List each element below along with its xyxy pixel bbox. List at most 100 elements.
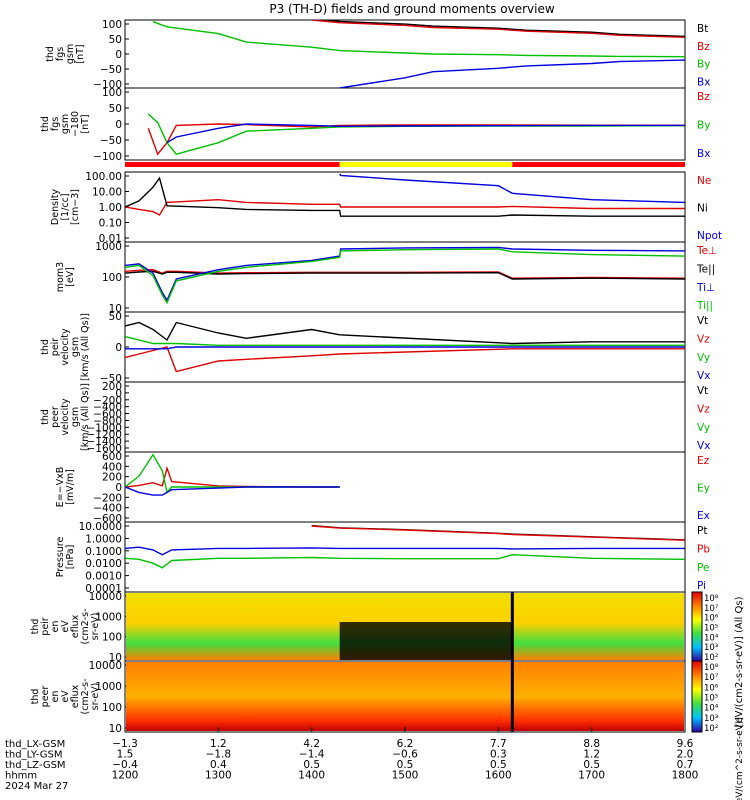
y-tick-label: 400 [102,461,122,473]
colorbar-tick: 10⁵ [704,694,718,704]
legend-ni: Ni [697,203,708,215]
colorbar-tick: 10⁵ [704,624,718,634]
mode-segment [512,162,685,167]
legend-ez: Ez [697,455,710,467]
panel-6: 2000−200−400−600−800−1000−1200−1400−1600… [40,381,710,455]
y-label-line: peir [40,617,51,636]
x-time-label: 1600 [485,770,512,782]
y-tick-label: −200 [93,492,122,504]
legend-pe: Pe [697,562,709,574]
legend-vt: Vt [697,385,708,397]
x-lx-value: 4.2 [303,738,320,750]
y-label-line: mom3 [55,262,66,292]
y-label-line: gsm [60,114,71,134]
x-ly-value: −0.6 [392,749,418,761]
y-axis-label: thd peer en eV eflux (cm2-s-sr-eV) [30,678,101,714]
series-ti [125,246,685,302]
y-tick-label: −1200 [86,429,122,441]
legend-vz: Vz [697,333,710,345]
x-ly-value: −1.4 [299,749,325,761]
colorbar-tick: 10⁴ [704,633,719,643]
y-label-line: [km/s (All Qs)] [80,383,91,451]
legend-ey: Ey [697,483,710,495]
y-label-line: [mV/m] [65,469,76,505]
x-lz-value: −0.4 [112,759,138,771]
legend-vy: Vy [697,352,710,364]
y-tick-label: 100 [102,87,122,99]
y-tick-label: 0.10 [99,218,122,230]
panel-4-data [125,246,685,305]
series-vz [125,346,685,373]
x-lz-value: 0.5 [490,759,507,771]
legend-pb: Pb [697,543,710,555]
y-label-line: Density [50,189,61,225]
mode-segment [339,162,513,167]
legend-by: By [697,59,710,71]
y-tick-label: 0 [115,342,122,354]
series-bx [339,59,685,88]
y-label-line: eflux [70,684,81,708]
y-tick-label: 100.00 [85,171,122,183]
y-label-line: [nT] [80,114,91,133]
x-lx-value: 6.2 [397,738,414,750]
y-label-line: peer [40,686,51,708]
y-axis-label: E=−VxB [mV/m] [55,467,76,508]
y-tick-label: 1000 [95,611,122,623]
panel-3-data [125,173,685,217]
series-ez [125,465,340,488]
legend-vx: Vx [697,370,710,382]
y-tick-label: 200 [102,381,122,393]
colorbar-layer: 10⁸10⁷10⁶10⁵10⁴10³10²10⁸10⁷10⁶10⁵10⁴10³1… [691,591,745,800]
y-tick-label: 0 [115,388,122,400]
mode-segment [125,162,340,167]
panel-8-data [125,524,685,569]
y-axis-label: thd peer velocity gsm [km/s (All Qs)] [40,383,91,451]
y-tick-label: 10000 [89,660,122,672]
legend-ne: Ne [697,175,711,187]
x-row-label: 2024 Mar 27 [5,781,68,792]
legend-bz: Bz [697,41,710,53]
x-time-label: 1300 [205,770,232,782]
legend-pt: Pt [697,525,707,537]
y-tick-label: −800 [93,415,122,427]
series-by [147,113,685,155]
x-lx-value: 8.8 [583,738,600,750]
y-tick-label: −600 [93,409,122,421]
series-npot [339,173,685,204]
y-tick-label: 0.1000 [85,546,122,558]
colorbar-tick: 10³ [704,643,718,653]
x-ly-value: 2.0 [677,749,694,761]
panel-9: 10000 1000 100 10 thd peir en eV eflux (cm2-s-sr-… [30,591,686,664]
legend-bx: Bx [697,148,710,160]
legend-ti: Ti|| [696,300,713,312]
colorbar-label-lower-text: [eV/(cm^2-s-sr-eV)] [735,717,745,800]
mode-bar [125,162,685,167]
spectrogram-9 [126,592,684,661]
y-tick-label: 1000 [95,241,122,253]
y-label-line: thd [40,116,51,132]
y-tick-label: 50 [109,103,122,115]
x-lz-value: 0.5 [397,759,414,771]
y-tick-label: 100 [102,272,122,284]
y-tick-label: −1000 [86,422,122,434]
y-label-line: eflux [70,614,81,638]
legend-vt: Vt [697,315,708,327]
panel-1: 100 50 0 −50 −100 thd fgs gsm [nT] Bt Bz By Bx [45,19,710,91]
y-axis-label: thd fgs gsm −180 [nT] [40,111,91,137]
y-axis-label: thd fgs gsm [nT] [45,44,86,64]
x-lx-value: 1.2 [210,738,227,750]
y-label-line: (cm2-s- [80,678,91,714]
legend-pi: Pi [697,580,706,592]
y-tick-label: −50 [100,373,122,385]
y-label-line: (cm2-s- [80,608,91,644]
legend-by: By [697,120,710,132]
series-vx [125,346,685,350]
legend-te: Te|| [696,263,715,275]
panel-5-data [125,321,685,373]
legend-bx: Bx [697,76,710,88]
y-tick-label: 0.0001 [85,583,122,595]
y-tick-label: −50 [100,64,122,76]
